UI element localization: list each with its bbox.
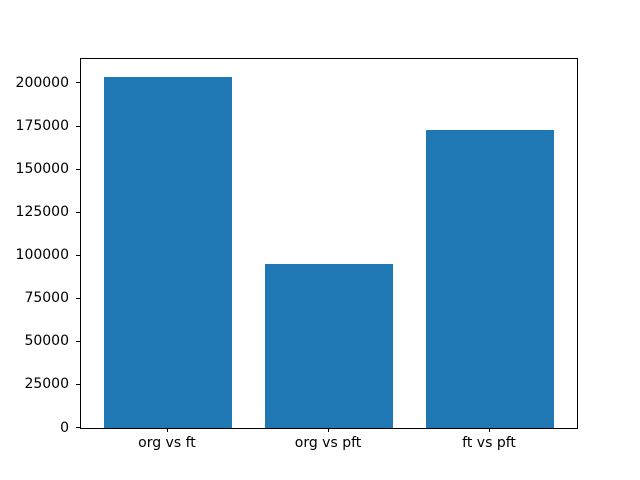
x-tick-mark <box>166 428 168 432</box>
x-tick-mark <box>489 428 491 432</box>
y-tick-mark <box>76 254 80 256</box>
y-tick-mark <box>76 211 80 213</box>
y-tick-label: 125000 <box>15 204 69 221</box>
x-tick-label: ft vs pft <box>462 435 516 451</box>
y-tick-mark <box>76 427 80 428</box>
y-tick-mark <box>76 297 80 299</box>
y-tick-mark <box>76 340 80 342</box>
y-tick-label: 50000 <box>24 333 69 350</box>
x-tick-label: org vs pft <box>294 435 362 451</box>
bar-ft-vs-pft <box>425 129 555 428</box>
y-tick-mark <box>76 125 80 127</box>
bar-org-vs-pft <box>264 264 394 428</box>
bar-org-vs-ft <box>103 76 233 428</box>
x-tick-mark <box>328 428 329 432</box>
y-tick-label: 25000 <box>24 376 69 393</box>
y-tick-label: 200000 <box>15 74 69 91</box>
y-tick-label: 75000 <box>24 290 69 307</box>
x-tick-label: org vs ft <box>138 435 196 451</box>
y-tick-label: 0 <box>60 419 69 436</box>
y-tick-label: 150000 <box>15 161 69 178</box>
y-tick-label: 100000 <box>15 247 69 264</box>
plot-area <box>80 58 578 429</box>
y-tick-mark <box>76 168 80 170</box>
y-tick-mark <box>76 383 80 385</box>
y-tick-label: 175000 <box>15 118 69 135</box>
y-tick-mark <box>76 82 80 84</box>
